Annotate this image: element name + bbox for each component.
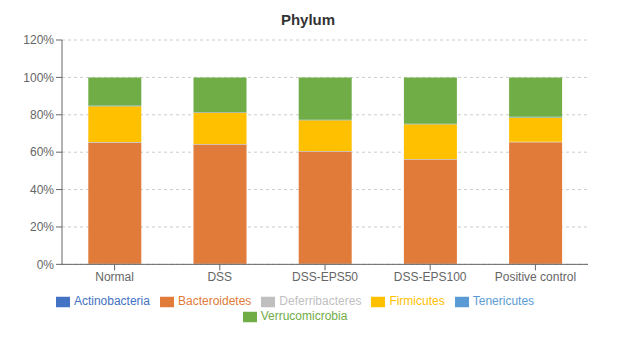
svg-text:100%: 100% — [23, 71, 54, 85]
html-text:Actinobacteria: Actinobacteria — [73, 294, 150, 309]
svg-text:0%: 0% — [37, 258, 55, 272]
html-text:Phylum: Phylum — [280, 11, 336, 28]
svg-text:DSS-EPS100: DSS-EPS100 — [394, 270, 467, 284]
html-text:Bacteroidetes: Bacteroidetes — [178, 294, 252, 309]
svg-text:DSS: DSS — [207, 270, 232, 284]
svg-text:60%: 60% — [30, 145, 54, 159]
svg-text:Normal: Normal — [95, 270, 134, 284]
html-text:Tenericutes: Tenericutes — [472, 294, 535, 309]
svg-text:40%: 40% — [30, 183, 54, 197]
html-text:Firmicutes: Firmicutes — [389, 294, 445, 309]
svg-text:80%: 80% — [30, 108, 54, 122]
html-text:Verrucomicrobia: Verrucomicrobia — [260, 309, 348, 324]
html-text:Deferribacteres: Deferribacteres — [279, 294, 362, 309]
svg-text:20%: 20% — [30, 220, 54, 234]
svg-text:DSS-EPS50: DSS-EPS50 — [292, 270, 358, 284]
svg-text:120%: 120% — [23, 33, 54, 47]
svg-text:Positive control: Positive control — [495, 270, 576, 284]
